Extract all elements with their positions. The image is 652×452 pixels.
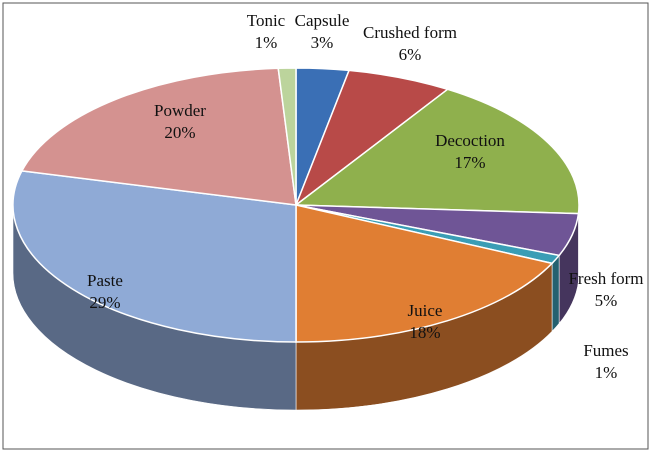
slice bbox=[277, 67, 297, 206]
slice-value-label: 18% bbox=[409, 323, 440, 342]
pie-tops bbox=[12, 67, 580, 343]
slice bbox=[20, 67, 297, 206]
slice-label: Fresh form bbox=[568, 269, 643, 288]
slice-value-label: 17% bbox=[454, 153, 485, 172]
slice-side bbox=[551, 254, 560, 333]
slice-value-label: 6% bbox=[399, 45, 422, 64]
slice-label: Fumes bbox=[583, 341, 628, 360]
slice-value-label: 29% bbox=[89, 293, 120, 312]
labels: Capsule 3% Crushed form 6% Decoction 17% Fresh… bbox=[87, 11, 643, 382]
slice bbox=[295, 204, 554, 343]
slice-value-label: 3% bbox=[311, 33, 334, 52]
slice-label: Paste bbox=[87, 271, 123, 290]
slice-value-label: 20% bbox=[164, 123, 195, 142]
slice-label: Crushed form bbox=[363, 23, 457, 42]
slice-label: Tonic bbox=[247, 11, 286, 30]
slice bbox=[12, 170, 297, 343]
slice-value-label: 1% bbox=[255, 33, 278, 52]
slice-label: Capsule bbox=[295, 11, 350, 30]
slice-label: Decoction bbox=[435, 131, 505, 150]
slice-value-label: 1% bbox=[595, 363, 618, 382]
slice-label: Juice bbox=[408, 301, 443, 320]
slice-label: Powder bbox=[154, 101, 206, 120]
slice-value-label: 5% bbox=[595, 291, 618, 310]
slice bbox=[293, 88, 580, 215]
